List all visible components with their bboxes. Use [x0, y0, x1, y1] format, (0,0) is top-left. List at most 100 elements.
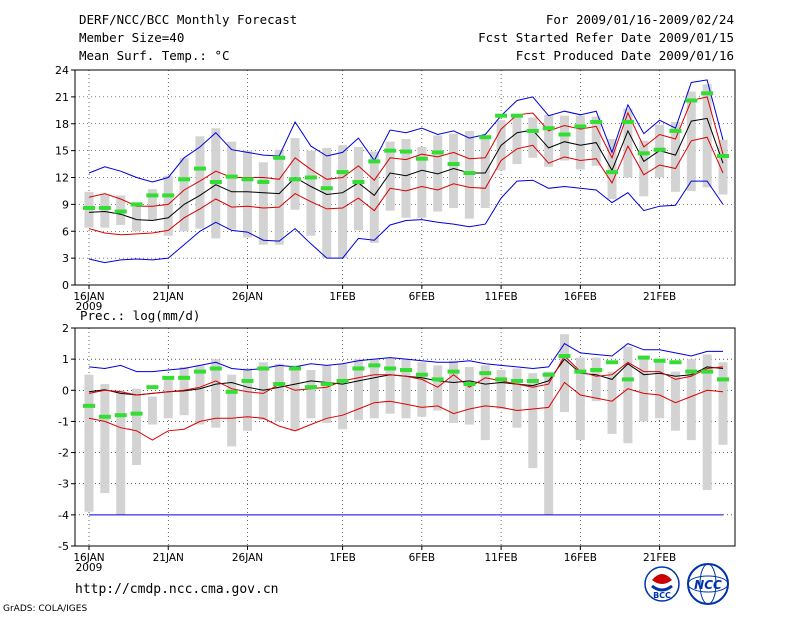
y-tick-label: 0 [62, 384, 69, 397]
ensemble-range-box [306, 150, 316, 236]
observation-marker [621, 119, 634, 124]
observation-marker [241, 378, 254, 383]
ensemble-range-box [433, 365, 443, 411]
observation-marker [83, 403, 95, 408]
observation-marker [273, 382, 286, 387]
ensemble-range-box [670, 121, 680, 192]
x-tick-label: 26JAN [232, 552, 263, 564]
ensemble-range-box [369, 359, 379, 419]
bcc-logo-swirl-red [652, 574, 672, 584]
forecast-period: For 2009/01/16-2009/02/24 [545, 12, 734, 27]
observation-marker [415, 372, 428, 377]
ensemble-range-box [575, 115, 585, 170]
observation-marker [336, 170, 349, 175]
ensemble-range-box [322, 147, 332, 259]
observation-marker [368, 363, 381, 368]
y-tick-label: 0 [62, 279, 69, 292]
x-tick-label: 21JAN [153, 291, 184, 303]
ensemble-range-box [401, 138, 411, 218]
ensemble-range-box [243, 150, 252, 238]
ensemble-range-box [227, 141, 237, 230]
ensemble-range-box [718, 362, 728, 445]
source-url[interactable]: http://cmdp.ncc.cma.gov.cn [75, 582, 279, 597]
observation-marker [606, 360, 619, 365]
ensemble-range-box [591, 116, 601, 166]
observation-marker [526, 128, 539, 133]
observation-marker [495, 377, 508, 382]
x-tick-label: 16JAN [73, 552, 104, 564]
y-tick-label: 9 [62, 198, 69, 211]
observation-marker [193, 369, 206, 374]
observation-marker [257, 179, 270, 184]
ensemble-range-box [306, 370, 316, 419]
ensemble-range-box [480, 365, 490, 441]
observation-marker [304, 385, 317, 390]
observation-marker [178, 375, 191, 380]
bcc-logo-text: BCC [653, 591, 671, 600]
x-tick-label: 6FEB [409, 291, 436, 303]
observation-marker [352, 366, 365, 371]
y-tick-label: -5 [58, 540, 69, 553]
observation-marker [225, 174, 238, 179]
bcc-logo-swirl-blue [651, 584, 673, 592]
ensemble-range-box [702, 354, 712, 490]
observation-marker [653, 147, 666, 152]
observation-marker [162, 375, 175, 380]
x-tick-label: 26JAN [232, 291, 263, 303]
ensemble-range-box [84, 374, 94, 512]
observation-marker [669, 128, 682, 133]
y-tick-label: 21 [55, 91, 69, 104]
observation-marker [621, 377, 634, 382]
observation-marker [558, 132, 571, 137]
ensemble-range-box [623, 346, 633, 444]
ensemble-range-box [227, 374, 237, 447]
ensemble-range-box [718, 139, 728, 195]
ensemble-range-box [639, 359, 649, 422]
x-tick-sublabel: 2009 [76, 562, 103, 574]
observation-marker [447, 369, 460, 374]
ncc-logo-latitude [687, 575, 729, 593]
logo-group: BCC NCC [644, 563, 729, 605]
ncc-logo: NCC [687, 563, 729, 605]
observation-marker [178, 177, 191, 182]
x-tick-label: 16FEB [564, 552, 597, 564]
ensemble-range-box [385, 357, 395, 414]
observation-marker [653, 358, 666, 363]
y-tick-label: -4 [58, 509, 69, 522]
observation-marker [114, 413, 127, 418]
x-tick-label: 11FEB [484, 552, 517, 564]
ensemble-range-box [322, 365, 332, 423]
ensemble-range-box [670, 371, 680, 431]
x-tick-label: 16FEB [564, 291, 597, 303]
observation-marker [685, 98, 698, 103]
observation-marker [289, 177, 302, 182]
ensemble-range-box [544, 114, 554, 167]
observation-marker [510, 113, 523, 118]
observation-marker [479, 371, 492, 376]
observation-marker [368, 159, 381, 164]
ensemble-range-box [528, 117, 538, 158]
observation-marker [701, 91, 714, 96]
observation-marker [289, 366, 302, 371]
observation-marker [336, 378, 349, 383]
ensemble-range-box [528, 373, 538, 469]
series-line-outer-lower [88, 179, 724, 264]
ensemble-range-box [147, 189, 157, 221]
ensemble-range-box [575, 357, 585, 441]
ensemble-range-box [449, 133, 459, 208]
ensemble-range-box [195, 365, 205, 425]
observation-marker [590, 119, 603, 124]
ensemble-range-box [512, 114, 522, 165]
observation-marker [257, 366, 270, 371]
ensemble-range-box [274, 363, 284, 422]
series-line-outer-upper [88, 342, 723, 373]
observation-marker [225, 389, 238, 394]
ensemble-range-box [702, 84, 712, 188]
y-tick-label: -2 [58, 447, 69, 460]
ensemble-range-box [369, 151, 379, 243]
observation-marker [574, 124, 587, 129]
precip-panel-title: Prec.: log(mm/d) [80, 308, 200, 323]
y-tick-label: -3 [58, 478, 69, 491]
ensemble-range-box [623, 108, 633, 178]
